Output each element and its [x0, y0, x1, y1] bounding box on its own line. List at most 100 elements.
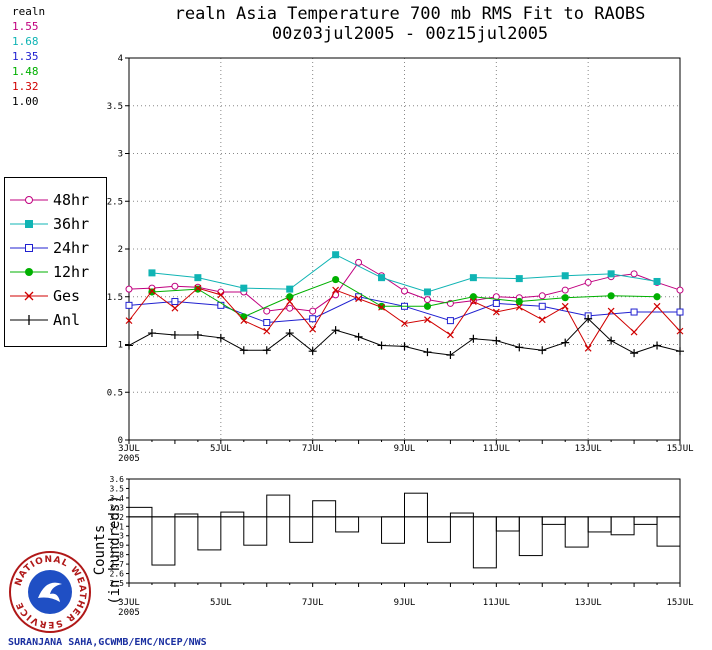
x-tick-label: 5JUL [210, 598, 232, 608]
x-tick-sublabel: 2005 [118, 454, 140, 464]
data-point [355, 293, 363, 301]
x-tick-label: 5JUL [210, 444, 232, 454]
data-point [355, 295, 363, 303]
data-point [630, 349, 639, 358]
title-line-1: realn Asia Temperature 700 mb RMS Fit to… [174, 4, 646, 24]
y-tick-label: 2 [118, 245, 123, 255]
data-point [561, 272, 569, 280]
data-point [607, 292, 615, 300]
data-point [309, 325, 317, 333]
x-tick-label: 3JUL [118, 444, 140, 454]
mean-48hr: 1.55 [12, 20, 39, 33]
data-point [469, 293, 477, 301]
y-tick-label: 2.5 [110, 579, 125, 588]
y-tick-label: 3.2 [110, 513, 125, 522]
data-point [171, 304, 179, 312]
data-point [193, 330, 202, 339]
x-tick-label: 15JUL [666, 598, 693, 608]
data-point [377, 341, 386, 350]
count-bar [266, 494, 291, 518]
plot-frame [128, 57, 681, 441]
data-point [240, 317, 248, 325]
y-tick-label: 0.5 [107, 388, 123, 398]
data-point [492, 336, 501, 345]
data-point [630, 270, 638, 278]
data-point [492, 308, 500, 316]
legend-marker-anl [10, 315, 48, 325]
data-point [171, 282, 179, 290]
data-point [423, 288, 431, 296]
y-tick-label: 4 [118, 54, 123, 64]
data-point [676, 327, 684, 335]
data-point [125, 285, 133, 293]
data-point [630, 328, 638, 336]
data-point [515, 303, 523, 311]
data-point [676, 286, 684, 294]
page-title: realn Asia Temperature 700 mb RMS Fit to… [120, 4, 700, 44]
data-point [194, 285, 202, 293]
data-point [561, 302, 569, 310]
legend-marker-24hr [10, 244, 48, 252]
data-point [194, 274, 202, 282]
x-tick-label: 3JUL [118, 598, 140, 608]
count-axis-label-line1: Counts [92, 524, 108, 576]
count-bar [335, 516, 360, 533]
y-tick-label: 3.6 [110, 475, 125, 484]
mean-values: realn 1.55 1.68 1.35 1.48 1.32 1.00 [12, 4, 45, 109]
data-point [378, 303, 385, 311]
data-point [355, 258, 363, 266]
count-bar [633, 516, 658, 525]
data-point [653, 277, 661, 285]
legend-marker-12hr [10, 268, 48, 276]
data-point [492, 293, 500, 301]
legend-item-36hr: 36hr [5, 212, 106, 236]
x-tick-label: 13JUL [575, 444, 602, 454]
mean-anl: 1.00 [12, 95, 39, 108]
data-point [125, 301, 133, 309]
data-point [170, 330, 179, 339]
data-point [653, 341, 662, 350]
y-tick-label: 0 [118, 436, 123, 446]
title-line-2: 00z03jul2005 - 00z15jul2005 [271, 24, 549, 44]
mean-12hr: 1.48 [12, 65, 39, 78]
count-bar [197, 516, 222, 551]
data-point [584, 344, 592, 352]
y-tick-label: 3.4 [110, 494, 125, 503]
count-bar [128, 506, 153, 518]
data-point [194, 284, 202, 292]
mean-ges: 1.32 [12, 80, 39, 93]
count-bar [587, 516, 612, 533]
x-tick-label: 9JUL [394, 444, 416, 454]
data-point [607, 307, 615, 315]
y-tick-label: 1 [118, 341, 123, 351]
data-point [331, 326, 340, 335]
nws-logo: NATIONAL WEATHER SERVICE [9, 551, 91, 633]
count-bar [381, 516, 405, 544]
count-axis-label: Counts (in hundreds) [92, 490, 123, 610]
data-point [285, 329, 294, 338]
x-tick-sublabel: 2005 [118, 608, 140, 618]
data-point [446, 351, 455, 360]
data-point [492, 299, 500, 307]
data-point [308, 347, 317, 356]
x-tick-label: 9JUL [394, 598, 416, 608]
data-point [653, 293, 661, 301]
x-tick-label: 7JUL [302, 598, 324, 608]
y-tick-label: 2.6 [110, 570, 125, 579]
data-point [607, 270, 615, 278]
data-point [423, 296, 431, 304]
data-point [239, 346, 248, 355]
data-point [263, 319, 271, 327]
data-point [400, 342, 409, 351]
data-point [171, 298, 179, 306]
logo-cyclone [38, 582, 62, 602]
legend-item-ges: Ges [5, 284, 106, 308]
legend-item-24hr: 24hr [5, 236, 106, 260]
y-tick-label: 3 [119, 532, 124, 541]
data-point [446, 331, 454, 339]
y-tick-label: 3.5 [110, 484, 125, 493]
data-point [125, 317, 133, 325]
data-point [561, 338, 570, 347]
